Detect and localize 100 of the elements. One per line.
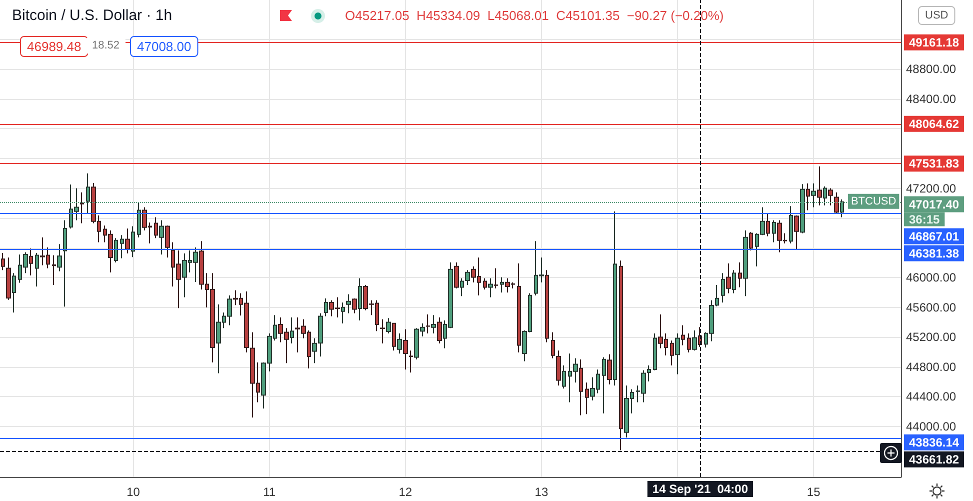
candlestick xyxy=(52,254,56,286)
candlestick xyxy=(681,324,685,346)
candlestick xyxy=(585,382,589,415)
candlestick xyxy=(409,350,413,373)
y-tick-label: 47200.00 xyxy=(906,181,956,196)
ref-line-label: 49161.18 xyxy=(909,35,960,50)
candlestick xyxy=(392,322,396,351)
candlestick xyxy=(125,228,130,254)
candlestick xyxy=(800,184,805,234)
candlestick xyxy=(488,278,493,298)
candlestick xyxy=(828,188,833,206)
candlestick xyxy=(1,252,5,271)
candlestick xyxy=(675,332,680,375)
candlestick xyxy=(437,316,442,344)
annotation: O45217.05 H45334.09 L45068.01 C45101.35 −90.27 (−0.20%) xyxy=(345,8,724,23)
candlestick xyxy=(460,278,464,297)
candlestick xyxy=(324,298,328,317)
candlestick xyxy=(579,358,583,416)
x-tick-label: 12 xyxy=(398,485,412,499)
candlestick xyxy=(454,262,459,289)
candlestick xyxy=(732,270,736,294)
candlestick xyxy=(131,226,135,258)
candlestick xyxy=(6,256,11,300)
candlestick xyxy=(29,248,33,276)
candlestick xyxy=(500,276,504,293)
candlestick xyxy=(159,220,164,255)
x-tick-label: 15 xyxy=(806,485,821,499)
candlestick xyxy=(834,192,839,214)
candlestick xyxy=(517,262,521,353)
text: 36:15 xyxy=(909,212,940,226)
candlestick xyxy=(431,314,436,334)
y-tick-label: 45200.00 xyxy=(906,330,956,344)
candlestick xyxy=(465,270,470,286)
candlestick xyxy=(653,332,657,371)
ref-line-label: 14 Sep '21 04:00 xyxy=(652,482,748,496)
candlestick xyxy=(749,232,753,251)
candlestick xyxy=(358,278,362,321)
x-tick-label: 13 xyxy=(534,485,548,499)
candlestick xyxy=(346,294,351,314)
candlestick xyxy=(670,340,674,366)
candlestick xyxy=(823,186,827,206)
y-tick-label: 44000.00 xyxy=(906,419,956,434)
candlestick xyxy=(386,318,391,334)
candlestick xyxy=(154,216,158,239)
annotation: BTCUSD xyxy=(850,195,896,208)
candlestick xyxy=(403,328,408,370)
ref-line-label: 47017.40 xyxy=(909,197,960,212)
candlestick xyxy=(556,350,561,386)
candlestick xyxy=(687,332,691,353)
candlestick xyxy=(397,332,402,354)
x-tick-label: 10 xyxy=(126,485,140,499)
candlestick xyxy=(607,354,612,385)
ref-line-label: 43661.82 xyxy=(909,452,960,466)
candlestick xyxy=(692,330,697,351)
candlestick xyxy=(721,272,725,303)
candlestick xyxy=(766,212,770,237)
candlestick xyxy=(165,224,170,258)
text: USD xyxy=(925,10,948,22)
candlestick xyxy=(380,318,385,344)
candlestick xyxy=(726,262,731,294)
candlestick xyxy=(341,302,345,324)
candlestick xyxy=(613,210,617,386)
candlestick xyxy=(114,238,118,263)
candlestick xyxy=(738,262,742,288)
ref-line-label: 43836.14 xyxy=(909,435,960,450)
annotation: 46989.48 xyxy=(27,39,82,54)
y-tick-label: 46000.00 xyxy=(906,270,956,285)
candlestick xyxy=(811,182,816,208)
candlestick xyxy=(137,202,141,238)
text: Bitcoin / U.S. Dollar · 1h xyxy=(12,7,172,24)
ref-line-label: 48064.62 xyxy=(909,116,960,131)
candlestick xyxy=(426,314,430,334)
candlestick xyxy=(806,182,810,211)
candlestick xyxy=(483,278,487,290)
candlestick xyxy=(817,166,822,206)
candlestick xyxy=(551,332,555,359)
candlestick xyxy=(789,206,793,244)
candlestick xyxy=(63,220,67,308)
x-tick-label: 11 xyxy=(263,485,276,499)
candlestick xyxy=(352,298,357,314)
annotation: 47008.00 xyxy=(137,39,192,54)
candlestick xyxy=(12,272,16,314)
candlestick xyxy=(602,356,606,414)
candlestick xyxy=(57,244,62,272)
candlestick xyxy=(545,270,549,343)
y-tick-label: 45600.00 xyxy=(906,300,956,314)
candlestick xyxy=(80,192,84,224)
candlestick xyxy=(794,214,799,250)
candlestick xyxy=(840,198,844,218)
annotation: 18.52 xyxy=(92,40,120,52)
candlestick xyxy=(120,234,124,259)
candlestick xyxy=(494,268,498,289)
ref-line-label: 46381.38 xyxy=(909,246,960,260)
candlestick xyxy=(619,260,623,451)
candlestick xyxy=(562,364,566,389)
candlestick xyxy=(86,172,90,214)
ref-line-label: 46867.01 xyxy=(909,229,960,244)
y-tick-label: 44400.00 xyxy=(906,390,956,404)
candlestick xyxy=(35,252,39,287)
candlestick xyxy=(772,220,776,243)
